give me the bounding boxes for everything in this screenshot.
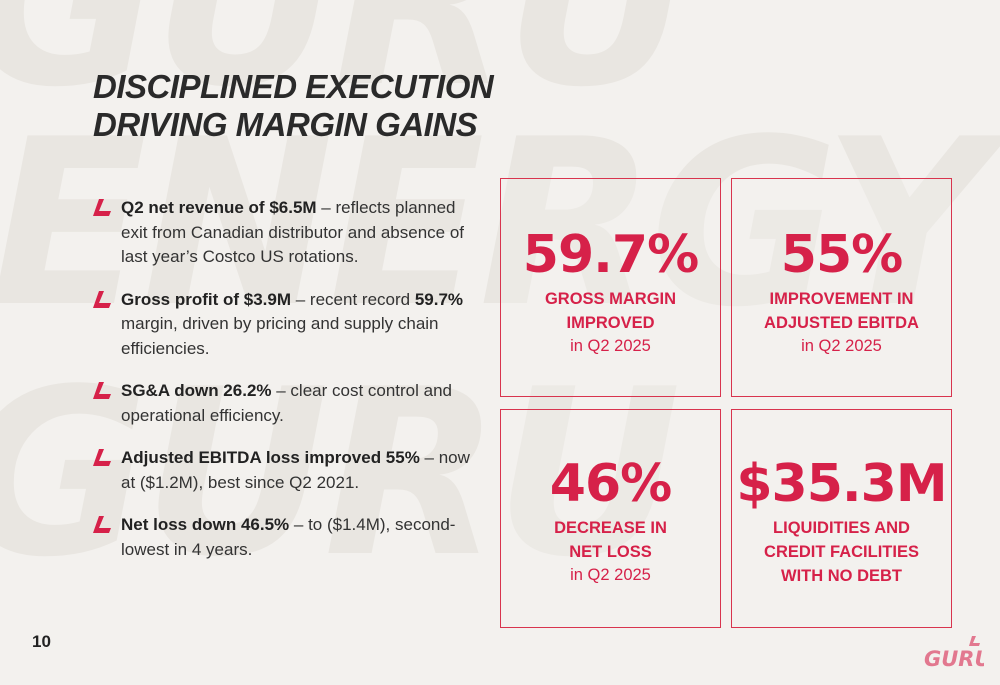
- stat-card-liquidities: $35.3M LIQUIDITIES AND CREDIT FACILITIES…: [731, 409, 952, 628]
- stat-value: 59.7%: [522, 225, 699, 285]
- stat-label-line: IMPROVED: [566, 314, 655, 332]
- stat-label-line: ADJUSTED EBITDA: [764, 314, 919, 332]
- bullet-text: margin, driven by pricing and supply cha…: [121, 314, 439, 358]
- stat-value: 55%: [780, 225, 903, 285]
- stat-card-adjusted-ebitda: 55% IMPROVEMENT IN ADJUSTED EBITDA in Q2…: [731, 178, 952, 397]
- logo-text: GURU: [924, 647, 984, 670]
- stat-card-net-loss: 46% DECREASE IN NET LOSS in Q2 2025: [500, 409, 721, 628]
- stat-period: in Q2 2025: [570, 566, 651, 584]
- bullet-text: – reflects planned exit from Canadian di…: [121, 198, 465, 266]
- bullet-text: – recent record: [291, 289, 415, 309]
- red-slash-bullet-icon: [93, 199, 111, 216]
- stat-label-line: CREDIT FACILITIES: [764, 543, 919, 561]
- guru-logo: GURU: [924, 636, 984, 670]
- stat-label-line: WITH NO DEBT: [781, 567, 902, 585]
- page-title-line: DRIVING MARGIN GAINS: [93, 106, 478, 143]
- stat-period: in Q2 2025: [801, 337, 882, 355]
- red-slash-bullet-icon: [93, 449, 111, 466]
- stat-period: in Q2 2025: [570, 337, 651, 355]
- page-title: DISCIPLINED EXECUTION DRIVING MARGIN GAI…: [93, 68, 494, 144]
- page-number: 10: [32, 632, 51, 651]
- stat-label: DECREASE IN NET LOSS: [501, 516, 720, 564]
- stat-label-line: LIQUIDITIES AND: [773, 519, 910, 537]
- bullet-text: – now at ($1.2M), best since Q2 2021.: [121, 448, 470, 492]
- red-slash-bullet-icon: [93, 516, 111, 533]
- red-slash-bullet-icon: [93, 382, 111, 399]
- stat-value: 46%: [549, 454, 672, 514]
- stat-card-gross-margin: 59.7% GROSS MARGIN IMPROVED in Q2 2025: [500, 178, 721, 397]
- stat-value: $35.3M: [736, 454, 947, 514]
- stat-label-line: GROSS MARGIN: [544, 290, 677, 308]
- bullet-bold-text: Net loss down 46.5%: [121, 515, 290, 534]
- stat-label-line: NET LOSS: [569, 543, 652, 561]
- bullet-text: – clear cost control and operational eff…: [121, 381, 452, 425]
- background-watermark-word: ENERGY: [0, 91, 990, 358]
- highlights-list: Q2 net revenue of $6.5M – reflects plann…: [93, 196, 483, 580]
- page-title-line: DISCIPLINED EXECUTION: [93, 68, 494, 105]
- bullet-bold-text: SG&A down 26.2%: [121, 381, 272, 400]
- list-item: Adjusted EBITDA loss improved 55% – now …: [93, 446, 483, 495]
- list-item: Q2 net revenue of $6.5M – reflects plann…: [93, 196, 483, 270]
- list-item: Net loss down 46.5% – to ($1.4M), second…: [93, 513, 483, 562]
- list-item: SG&A down 26.2% – clear cost control and…: [93, 379, 483, 428]
- background-watermark-word: GURU: [0, 341, 681, 608]
- bullet-bold-text: Q2 net revenue of $6.5M: [121, 198, 317, 217]
- list-item: Gross profit of $3.9M – recent record 59…: [93, 288, 483, 362]
- bullet-bold-text: Gross profit of $3.9M: [121, 289, 292, 309]
- red-slash-bullet-icon: [93, 290, 111, 308]
- stat-label-line: IMPROVEMENT IN: [769, 290, 914, 308]
- stat-label: LIQUIDITIES AND CREDIT FACILITIES WITH N…: [732, 516, 951, 588]
- bullet-bold-text: Adjusted EBITDA loss improved 55%: [121, 448, 420, 467]
- stat-label-line: DECREASE IN: [554, 519, 667, 537]
- stat-label: IMPROVEMENT IN ADJUSTED EBITDA: [732, 287, 951, 335]
- background-watermark-word: GURU: [0, 0, 691, 138]
- stat-label: GROSS MARGIN IMPROVED: [501, 287, 720, 335]
- bullet-bold-text: 59.7%: [414, 289, 464, 309]
- bullet-text: – to ($1.4M), second-lowest in 4 years.: [121, 515, 456, 559]
